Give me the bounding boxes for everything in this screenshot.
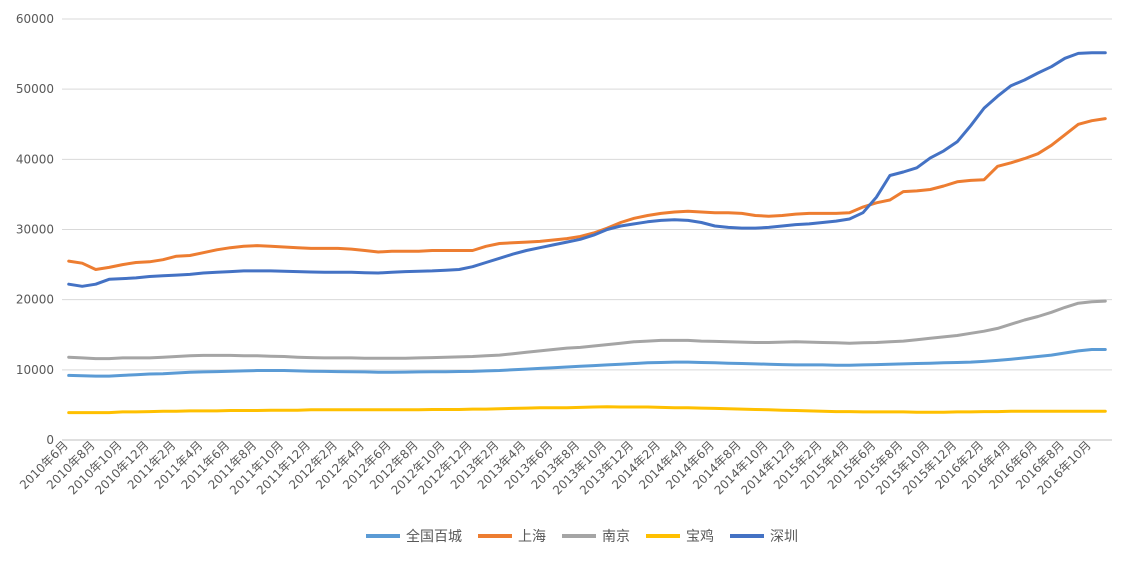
legend-swatch [478, 534, 512, 538]
y-tick-label: 10000 [16, 363, 54, 377]
x-tick-labels: 2010年6月2010年8月2010年10月2010年12月2011年2月201… [17, 438, 1094, 497]
gridlines [62, 18, 1112, 441]
y-tick-label: 60000 [16, 12, 54, 26]
series-line-宝鸡 [67, 405, 1107, 415]
y-tick-label: 40000 [16, 152, 54, 166]
legend-swatch [366, 534, 400, 538]
legend-item: 南京 [562, 526, 630, 546]
legend-label: 南京 [602, 529, 630, 545]
legend-item: 全国百城 [366, 526, 462, 546]
y-tick-label: 30000 [16, 223, 54, 237]
series-line-深圳 [67, 51, 1107, 288]
legend-label: 上海 [518, 529, 546, 545]
legend-swatch [562, 534, 596, 538]
series-line-全国百城 [67, 348, 1107, 378]
legend-swatch [730, 534, 764, 538]
legend-label: 宝鸡 [686, 529, 714, 545]
y-tick-labels: 0 10000 20000 30000 40000 50000 60000 [16, 12, 54, 447]
y-tick-label: 20000 [16, 293, 54, 307]
legend-item: 上海 [478, 526, 546, 546]
series-lines [67, 51, 1107, 415]
chart-legend: 全国百城 上海 南京 宝鸡 深圳 [366, 526, 798, 546]
y-tick-label: 50000 [16, 82, 54, 96]
series-line-上海 [67, 117, 1107, 271]
legend-label: 深圳 [770, 529, 798, 545]
legend-swatch [646, 534, 680, 538]
y-tick-label: 0 [46, 433, 54, 447]
legend-item: 宝鸡 [646, 526, 714, 546]
legend-item: 深圳 [730, 526, 798, 546]
legend-label: 全国百城 [406, 529, 462, 545]
series-line-南京 [67, 299, 1107, 361]
